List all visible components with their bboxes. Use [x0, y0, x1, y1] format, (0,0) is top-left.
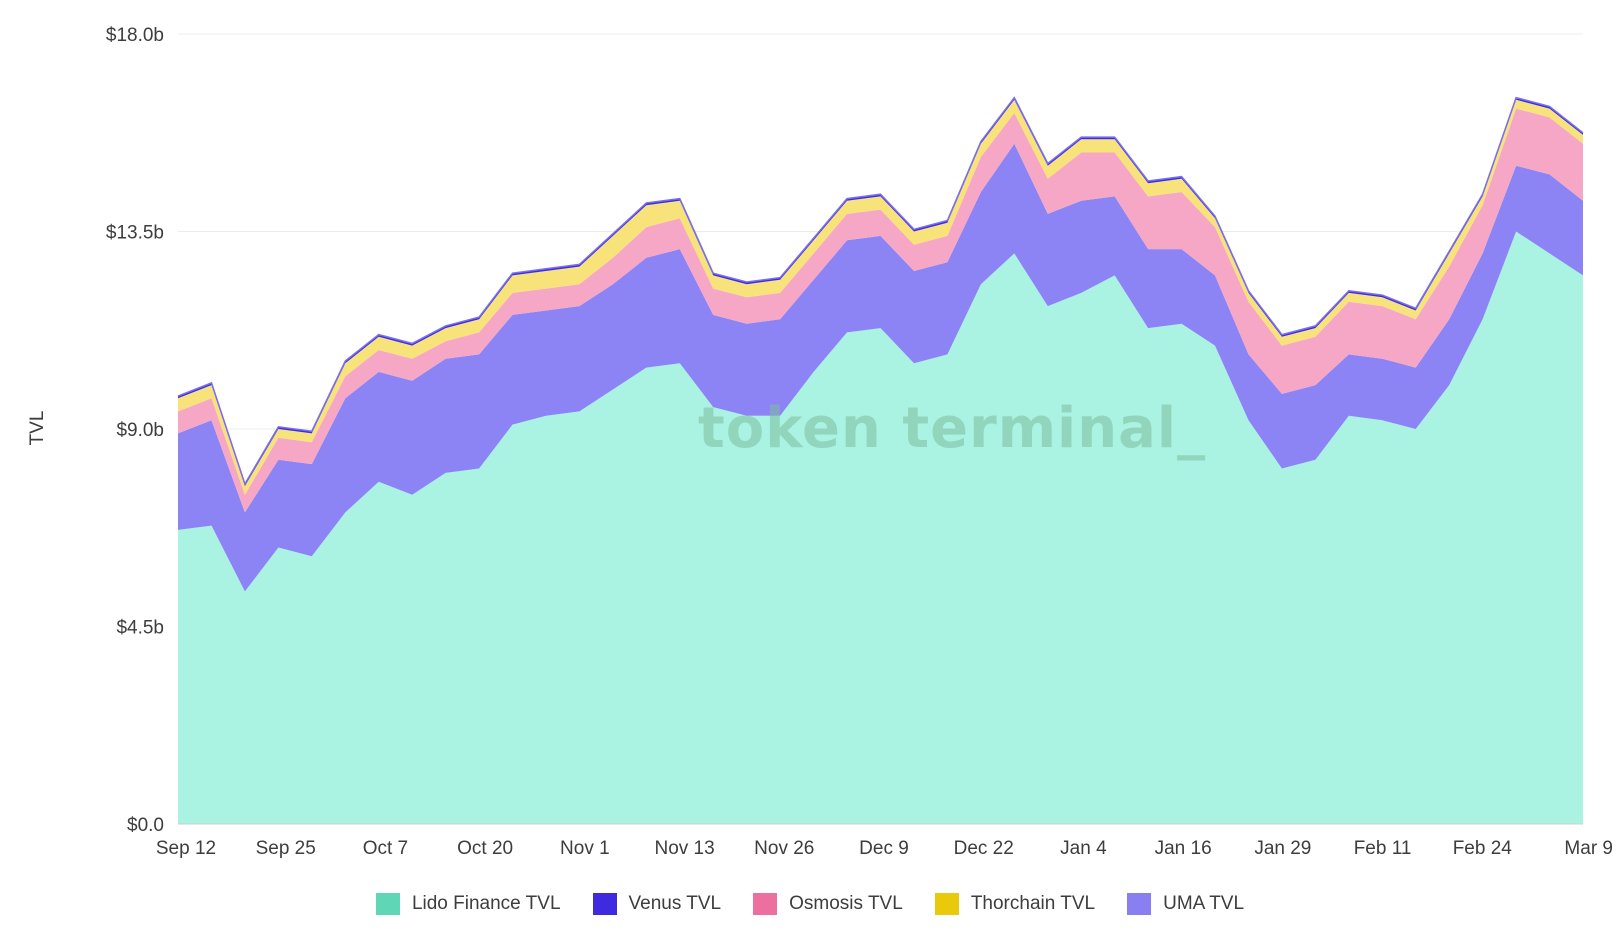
y-axis-label: TVL — [27, 411, 48, 446]
legend-label: Thorchain TVL — [970, 893, 1096, 914]
x-tick-label: Mar 9 — [1564, 838, 1613, 859]
area-lido-finance-tvl — [178, 231, 1583, 824]
watermark: token terminal_ — [698, 396, 1206, 461]
legend-label: Osmosis TVL — [789, 893, 903, 914]
x-tick-label: Feb 24 — [1453, 838, 1513, 859]
x-tick-label: Nov 26 — [754, 838, 814, 859]
x-tick-label: Dec 22 — [954, 838, 1014, 859]
area-series-group — [177, 96, 1584, 825]
legend-swatch — [375, 893, 400, 915]
x-tick-label: Sep 25 — [256, 838, 316, 859]
x-tick-label: Nov 13 — [654, 838, 714, 859]
legend-swatch — [934, 893, 959, 915]
legend-item[interactable]: Venus TVL — [592, 893, 722, 915]
area-top-outline — [177, 96, 1584, 486]
y-tick-label: $4.5b — [116, 618, 164, 639]
area-uma-tvl — [178, 143, 1583, 592]
x-tick-label: Jan 16 — [1155, 838, 1212, 859]
x-tick-label: Oct 7 — [363, 838, 408, 859]
x-tick-label: Nov 1 — [560, 838, 610, 859]
y-tick-label: $13.5b — [106, 223, 164, 244]
legend-swatch — [753, 893, 778, 915]
legend-item[interactable]: Thorchain TVL — [934, 893, 1096, 915]
x-tick-label: Jan 4 — [1060, 838, 1107, 859]
y-tick-label: $0.0 — [127, 815, 164, 836]
y-tick-label: $18.0b — [106, 25, 164, 46]
stacked-area-chart: $0.0 $4.5b $9.0b $13.5b $18.0b Sep 12 Sep 25 O… — [27, 25, 1613, 859]
legend-item[interactable]: UMA TVL — [1127, 893, 1244, 915]
legend-item[interactable]: Lido Finance TVL — [375, 893, 561, 915]
legend-label: UMA TVL — [1163, 893, 1245, 914]
legend-label: Lido Finance TVL — [411, 893, 561, 914]
x-tick-label: Sep 12 — [156, 838, 216, 859]
x-tick-label: Feb 11 — [1354, 838, 1412, 859]
legend-swatch — [592, 893, 617, 915]
x-tick-label: Jan 29 — [1254, 838, 1311, 859]
chart-legend: Lido Finance TVL Venus TVL Osmosis TVL Thor… — [0, 893, 1620, 915]
y-axis-ticks: $0.0 $4.5b $9.0b $13.5b $18.0b — [106, 25, 164, 836]
x-tick-label: Oct 20 — [457, 838, 513, 859]
x-tick-label: Dec 9 — [859, 838, 909, 859]
x-axis-ticks: Sep 12 Sep 25 Oct 7 Oct 20 Nov 1 Nov 13 Nov 26… — [156, 838, 1613, 859]
legend-swatch — [1127, 893, 1152, 915]
legend-label: Venus TVL — [628, 893, 722, 914]
legend-item[interactable]: Osmosis TVL — [753, 893, 903, 915]
y-tick-label: $9.0b — [116, 420, 164, 441]
